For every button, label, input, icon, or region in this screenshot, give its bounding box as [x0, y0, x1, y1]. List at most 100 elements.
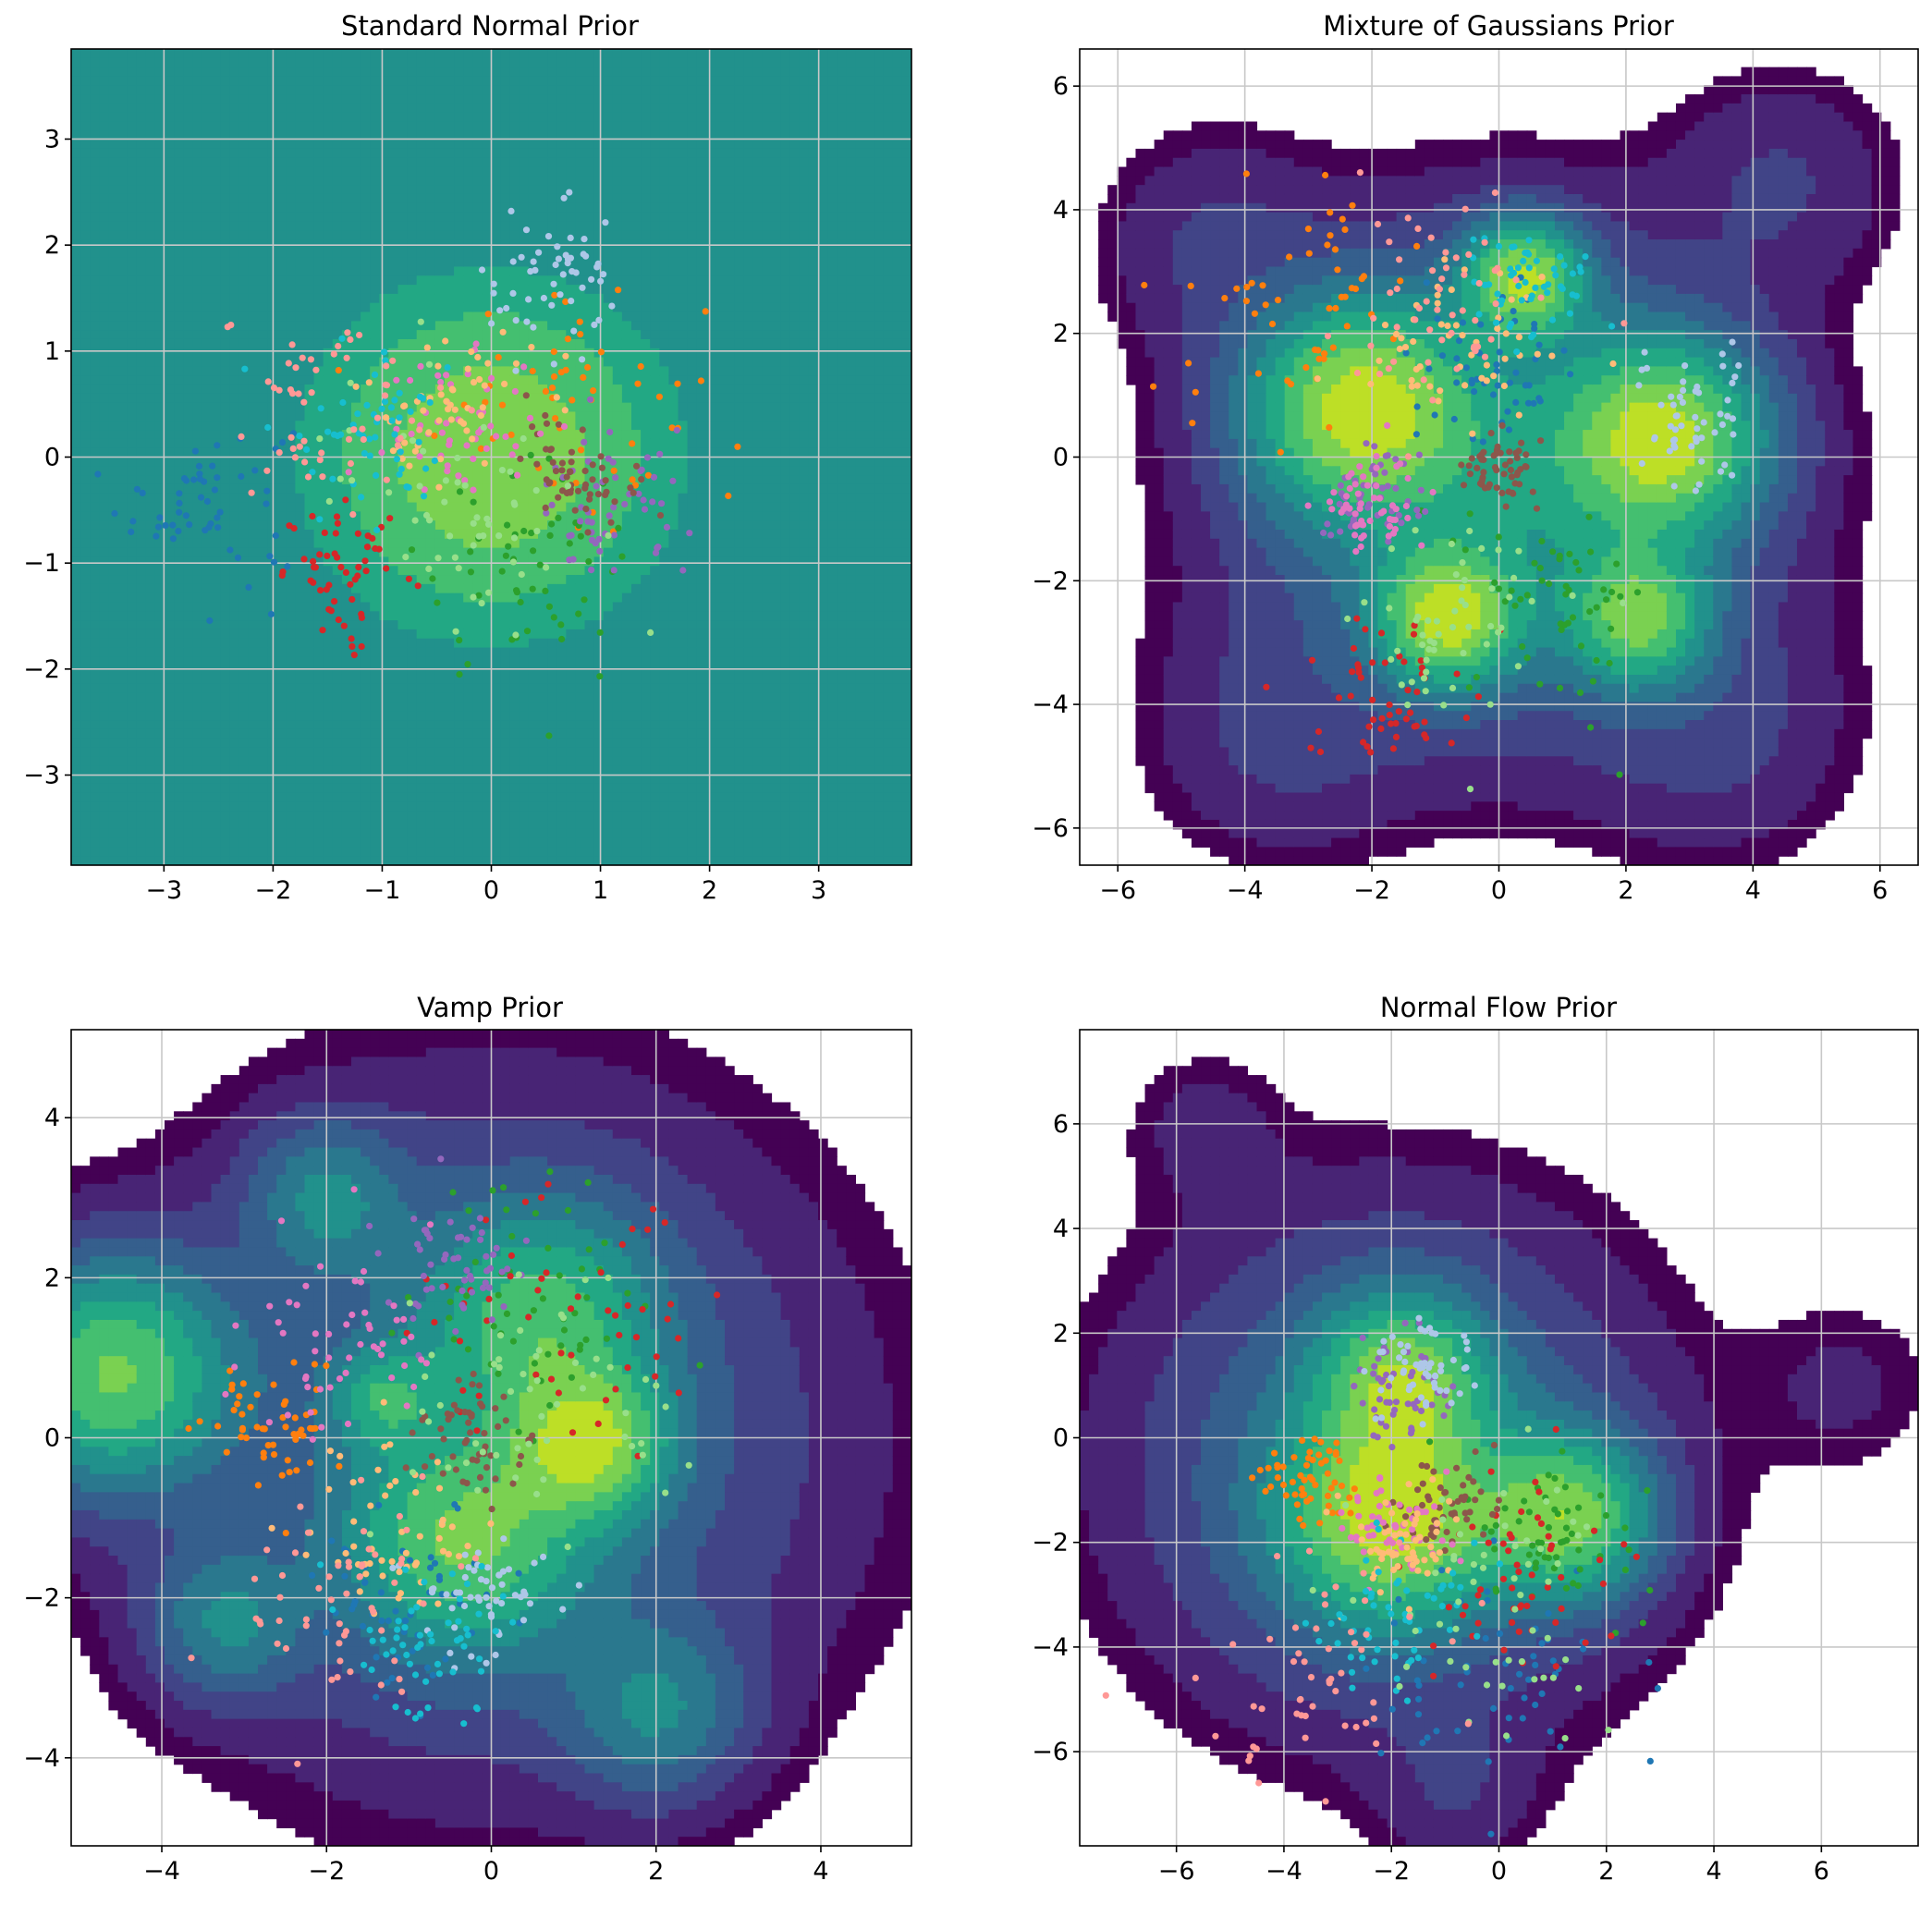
data-point	[1388, 655, 1395, 664]
data-point	[1254, 370, 1262, 377]
data-point	[1324, 333, 1332, 340]
data-point	[230, 1407, 238, 1414]
data-point	[644, 471, 653, 479]
data-point	[562, 352, 569, 360]
data-point	[442, 1251, 449, 1259]
data-point	[508, 451, 516, 458]
data-point	[487, 374, 495, 382]
data-point	[1508, 587, 1515, 594]
x-tick-label: 2	[702, 876, 717, 905]
data-point	[422, 465, 430, 472]
data-point	[1461, 1332, 1468, 1339]
data-point	[1351, 1383, 1358, 1390]
data-point	[445, 1416, 452, 1423]
data-point	[1458, 1494, 1465, 1501]
data-point	[1492, 1521, 1499, 1529]
data-point	[542, 504, 549, 512]
data-point	[487, 1613, 495, 1620]
data-point	[555, 494, 562, 501]
data-point	[363, 401, 371, 409]
data-point	[1548, 316, 1557, 324]
data-point	[1478, 544, 1486, 553]
data-point	[1522, 382, 1529, 389]
data-point	[561, 407, 569, 414]
data-point	[1376, 1396, 1384, 1403]
data-point	[446, 441, 453, 448]
data-point	[560, 194, 568, 201]
data-point	[417, 318, 424, 325]
data-point	[429, 575, 436, 582]
data-point	[666, 1301, 675, 1308]
data-point	[1497, 270, 1504, 277]
data-point	[1461, 205, 1469, 213]
data-point	[1465, 250, 1473, 258]
data-point	[453, 1637, 461, 1644]
data-point	[1437, 1362, 1445, 1369]
data-point	[1417, 657, 1425, 665]
data-point	[1404, 514, 1412, 522]
data-point	[327, 607, 335, 615]
data-point	[1693, 438, 1700, 446]
data-point	[324, 552, 331, 560]
data-point	[550, 280, 557, 287]
data-point	[492, 1651, 499, 1659]
data-point	[485, 1295, 493, 1302]
data-point	[282, 1644, 290, 1653]
data-point	[196, 1418, 203, 1425]
data-point	[1321, 1601, 1329, 1608]
data-point	[513, 589, 521, 596]
data-point	[450, 1401, 458, 1409]
data-point	[1303, 1497, 1311, 1505]
data-point	[1523, 1602, 1531, 1610]
data-point	[153, 532, 160, 540]
data-point	[1415, 1314, 1423, 1322]
data-point	[1499, 1575, 1508, 1582]
data-point	[1516, 1670, 1523, 1678]
data-point	[1392, 484, 1400, 492]
data-point	[1370, 495, 1378, 502]
data-point	[477, 411, 485, 420]
data-point	[576, 318, 583, 325]
data-point	[1415, 451, 1423, 458]
data-point	[458, 1563, 465, 1570]
data-point	[1521, 1694, 1528, 1702]
data-point	[343, 1321, 350, 1328]
data-point	[1447, 1657, 1454, 1665]
data-point	[290, 1359, 298, 1366]
y-tick-label: 0	[44, 1424, 60, 1453]
data-point	[368, 1666, 375, 1674]
x-tick-label: −4	[1227, 876, 1264, 905]
cluster-8	[1314, 256, 1617, 437]
data-point	[1585, 513, 1593, 520]
data-point	[1449, 684, 1457, 692]
data-point	[624, 1364, 631, 1372]
cluster-11	[1102, 1539, 1486, 1805]
data-point	[1531, 324, 1538, 332]
data-point	[1676, 393, 1683, 400]
data-point	[1504, 408, 1511, 415]
y-tick-label: 0	[1053, 444, 1069, 472]
data-point	[1553, 1554, 1560, 1561]
data-point	[1480, 469, 1487, 476]
x-tick-label: 0	[1491, 1857, 1507, 1886]
y-tick-label: 6	[1053, 1110, 1069, 1139]
data-point	[456, 671, 463, 678]
data-point	[1586, 608, 1594, 616]
data-point	[360, 1528, 368, 1535]
data-point	[702, 308, 709, 315]
data-point	[449, 1189, 457, 1196]
data-point	[408, 1333, 415, 1340]
data-point	[468, 407, 475, 414]
data-point	[483, 1216, 490, 1224]
data-point	[1497, 449, 1504, 457]
data-point	[1339, 215, 1346, 223]
data-point	[226, 1367, 234, 1374]
data-point	[1255, 1779, 1263, 1787]
data-point	[334, 519, 341, 527]
data-point	[1495, 546, 1502, 554]
cluster-10	[1344, 527, 1627, 793]
data-point	[1478, 1599, 1486, 1607]
data-point	[1486, 701, 1494, 708]
data-point	[1378, 1414, 1386, 1422]
data-point	[369, 534, 376, 543]
